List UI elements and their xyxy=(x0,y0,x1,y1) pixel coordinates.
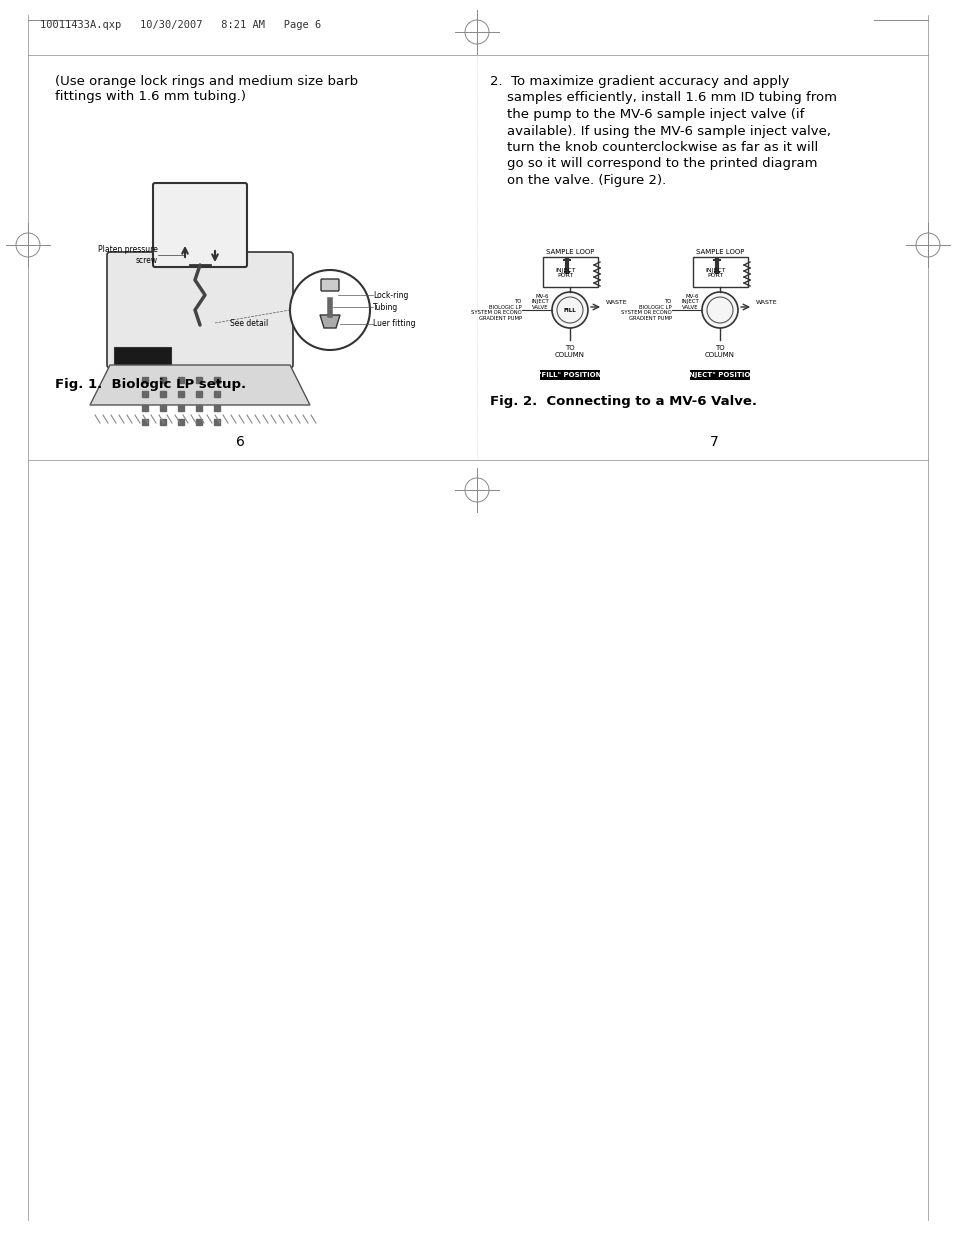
Text: TO
COLUMN: TO COLUMN xyxy=(704,345,734,358)
Text: turn the knob counterclockwise as far as it will: turn the knob counterclockwise as far as… xyxy=(490,141,818,154)
Text: Platen pressure
screw: Platen pressure screw xyxy=(98,246,158,264)
Text: "INJECT" POSITION: "INJECT" POSITION xyxy=(682,372,756,378)
Text: samples efficiently, install 1.6 mm ID tubing from: samples efficiently, install 1.6 mm ID t… xyxy=(490,91,836,105)
Text: the pump to the MV-6 sample inject valve (if: the pump to the MV-6 sample inject valve… xyxy=(490,107,803,121)
Text: Luer fitting: Luer fitting xyxy=(373,320,416,329)
Text: Fig. 1.  Biologic LP setup.: Fig. 1. Biologic LP setup. xyxy=(55,378,246,391)
Text: INJECT
PORT: INJECT PORT xyxy=(705,268,725,278)
Polygon shape xyxy=(90,366,310,405)
FancyBboxPatch shape xyxy=(539,370,599,380)
Text: 2.  To maximize gradient accuracy and apply: 2. To maximize gradient accuracy and app… xyxy=(490,75,788,88)
Circle shape xyxy=(552,291,587,329)
Text: SAMPLE LOOP: SAMPLE LOOP xyxy=(695,249,743,254)
Text: FILL: FILL xyxy=(563,308,576,312)
Text: WASTE: WASTE xyxy=(755,300,777,305)
Text: TO
BIOLOGIC LP
SYSTEM OR ECONO
GRADIENT PUMP: TO BIOLOGIC LP SYSTEM OR ECONO GRADIENT … xyxy=(620,299,671,321)
Circle shape xyxy=(290,270,370,350)
Text: Lock-ring: Lock-ring xyxy=(373,290,408,300)
FancyBboxPatch shape xyxy=(113,347,171,370)
FancyBboxPatch shape xyxy=(107,252,293,368)
Text: TO
COLUMN: TO COLUMN xyxy=(555,345,584,358)
Text: 6: 6 xyxy=(235,435,244,450)
Text: INJECT
PORT: INJECT PORT xyxy=(555,268,576,278)
FancyBboxPatch shape xyxy=(692,257,747,287)
FancyBboxPatch shape xyxy=(689,370,749,380)
Text: 10011433A.qxp   10/30/2007   8:21 AM   Page 6: 10011433A.qxp 10/30/2007 8:21 AM Page 6 xyxy=(40,20,321,30)
Text: on the valve. (Figure 2).: on the valve. (Figure 2). xyxy=(490,174,665,186)
Text: go so it will correspond to the printed diagram: go so it will correspond to the printed … xyxy=(490,158,817,170)
Circle shape xyxy=(701,291,738,329)
Text: Tubing: Tubing xyxy=(373,303,397,311)
Text: TO
BIOLOGIC LP
SYSTEM OR ECONO
GRADIENT PUMP: TO BIOLOGIC LP SYSTEM OR ECONO GRADIENT … xyxy=(471,299,521,321)
FancyBboxPatch shape xyxy=(542,257,598,287)
Text: available). If using the MV-6 sample inject valve,: available). If using the MV-6 sample inj… xyxy=(490,125,830,137)
FancyBboxPatch shape xyxy=(320,279,338,291)
Text: WASTE: WASTE xyxy=(605,300,627,305)
Text: Fig. 2.  Connecting to a MV-6 Valve.: Fig. 2. Connecting to a MV-6 Valve. xyxy=(490,395,757,408)
FancyBboxPatch shape xyxy=(152,183,247,267)
Text: MV-6
INJECT
VALVE: MV-6 INJECT VALVE xyxy=(531,294,548,310)
Text: "FILL" POSITION: "FILL" POSITION xyxy=(537,372,601,378)
Polygon shape xyxy=(319,315,339,329)
Text: See detail: See detail xyxy=(230,319,268,327)
Text: MV-6
INJECT
VALVE: MV-6 INJECT VALVE xyxy=(680,294,699,310)
Text: SAMPLE LOOP: SAMPLE LOOP xyxy=(545,249,594,254)
Text: 7: 7 xyxy=(709,435,718,450)
Text: (Use orange lock rings and medium size barb
fittings with 1.6 mm tubing.): (Use orange lock rings and medium size b… xyxy=(55,75,357,103)
